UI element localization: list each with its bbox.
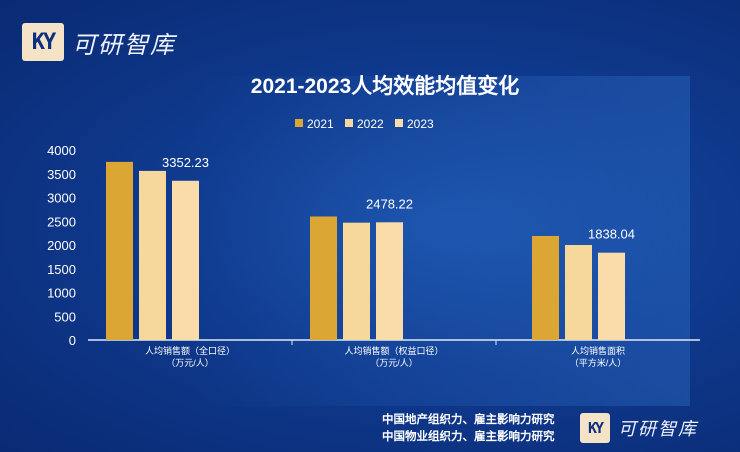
legend-label: 2022 xyxy=(357,117,384,131)
x-category-label: （平方米/人） xyxy=(570,357,627,368)
y-tick-label: 4000 xyxy=(47,143,76,158)
data-label: 3352.23 xyxy=(162,155,209,170)
y-tick-label: 3000 xyxy=(47,191,76,206)
chart-panel xyxy=(190,76,690,406)
y-tick-label: 0 xyxy=(69,333,76,348)
y-tick-label: 500 xyxy=(54,309,76,324)
data-label: 2478.22 xyxy=(366,196,413,211)
footer-line: 中国地产组织力、雇主影响力研究 xyxy=(382,414,555,426)
logo-mark-icon: KY xyxy=(580,413,610,443)
legend-swatch xyxy=(295,119,303,127)
y-tick-label: 2000 xyxy=(47,238,76,253)
y-tick-label: 2500 xyxy=(47,214,76,229)
footer-line: 中国物业组织力、雇主影响力研究 xyxy=(382,431,555,443)
bar-2022 xyxy=(139,170,166,340)
footer-text: 中国地产组织力、雇主影响力研究 中国物业组织力、雇主影响力研究 xyxy=(382,412,555,446)
x-category-label: 人均销售面积 xyxy=(571,345,625,356)
x-category-label: （万元/人） xyxy=(166,358,214,368)
x-category-label: （万元/人） xyxy=(370,358,418,368)
bar-2023 xyxy=(376,222,403,340)
bar-2021 xyxy=(310,216,337,340)
y-tick-label: 3500 xyxy=(47,167,76,182)
y-tick-label: 1000 xyxy=(47,286,76,301)
brand-logo: KY 可研智库 xyxy=(22,23,176,61)
legend-label: 2023 xyxy=(407,117,434,131)
bar-2023 xyxy=(172,180,199,340)
footer-brand-name: 可研智库 xyxy=(618,419,698,439)
y-tick-label: 1500 xyxy=(47,262,76,277)
x-category-label: 人均销售额（全口径） xyxy=(145,345,235,356)
logo-mark-icon: KY xyxy=(22,23,64,61)
brand-name: 可研智库 xyxy=(72,31,176,59)
bar-2021 xyxy=(106,161,133,340)
chart-title: 2021-2023人均效能均值变化 xyxy=(251,74,519,98)
bar-2021 xyxy=(532,235,559,340)
legend-swatch xyxy=(395,119,403,127)
footer-logo: KY 可研智库 xyxy=(580,413,698,443)
legend-label: 2021 xyxy=(307,117,334,131)
legend-swatch xyxy=(345,119,353,127)
x-category-label: 人均销售额（权益口径） xyxy=(344,345,443,356)
bar-2023 xyxy=(598,252,625,340)
data-label: 1838.04 xyxy=(588,227,635,242)
bar-2022 xyxy=(343,222,370,340)
bar-2022 xyxy=(565,245,592,340)
